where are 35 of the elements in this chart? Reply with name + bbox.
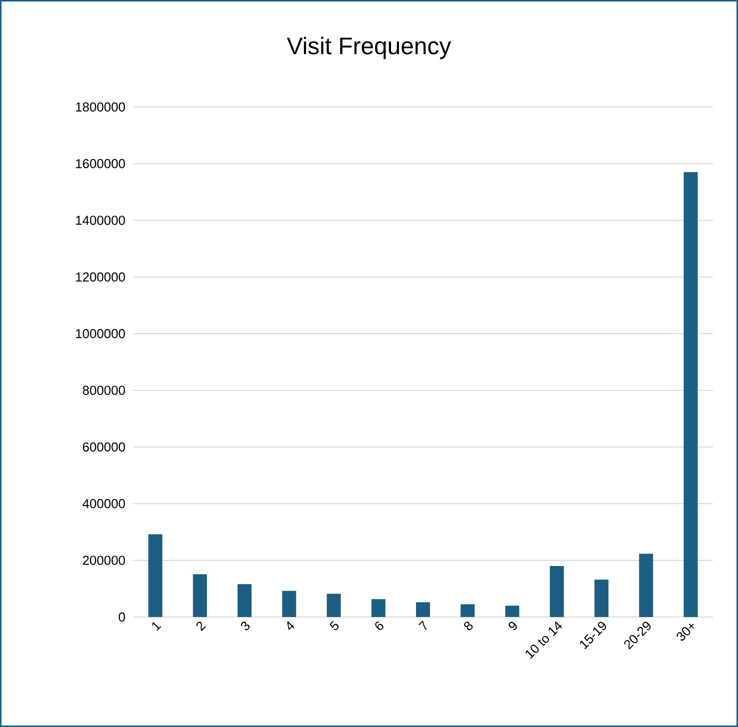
x-tick-label: 4: [287, 621, 294, 630]
bar: [460, 604, 475, 617]
x-tick-label: 9: [508, 622, 517, 630]
y-tick-label: 800000: [82, 386, 125, 395]
x-tick-label: 6: [375, 622, 384, 630]
y-tick-label: 200000: [82, 556, 125, 565]
bar: [594, 580, 608, 617]
bar: [371, 599, 386, 617]
bar: [282, 590, 296, 617]
x-tick-label: 7: [418, 620, 427, 630]
x-tick-label: 8: [464, 622, 473, 630]
y-tick-label: 1000000: [76, 329, 125, 338]
bar: [148, 534, 162, 617]
y-tick-label: 1600000: [76, 159, 125, 168]
x-tick-label: 1: [152, 622, 162, 631]
y-tick-label: 1200000: [76, 272, 125, 282]
bar: [684, 172, 698, 617]
y-tick-label: 0: [118, 612, 125, 622]
x-tick-label: 10 to 14: [526, 621, 562, 659]
bar: [238, 584, 252, 617]
bar: [416, 602, 430, 617]
y-tick-label: 1400000: [76, 216, 125, 225]
bar: [639, 554, 654, 617]
bar: [505, 606, 520, 617]
chart-title: Visit Frequency: [286, 36, 452, 60]
x-tick-label: 30+: [676, 624, 694, 641]
x-tick-label: 3: [240, 622, 250, 630]
y-tick-label: 400000: [82, 499, 125, 508]
bar: [550, 566, 564, 617]
x-tick-label: 5: [329, 620, 339, 630]
y-tick-label: 600000: [82, 442, 125, 452]
bar: [326, 594, 341, 617]
y-tick-label: 1800000: [76, 102, 125, 112]
x-tick-label: 2: [196, 622, 206, 632]
bar: [192, 574, 207, 617]
